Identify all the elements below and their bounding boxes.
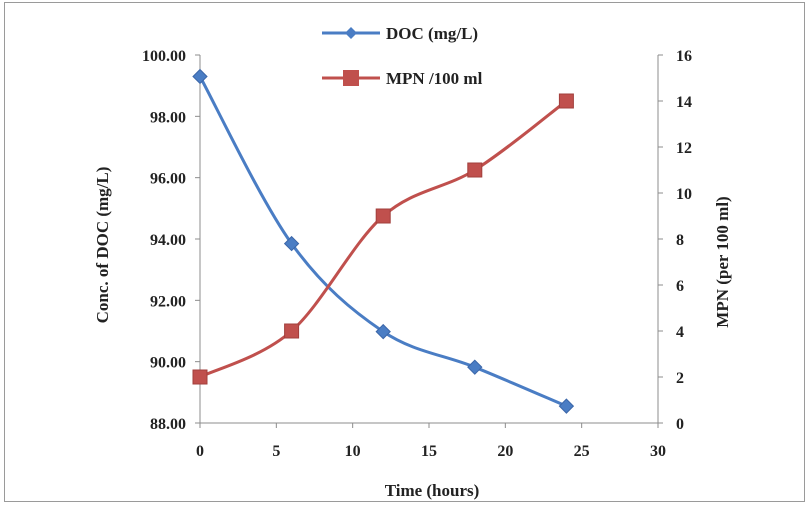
x-tick-label: 0 — [196, 443, 204, 460]
x-tick-label: 25 — [574, 443, 590, 460]
y2-tick-label: 8 — [676, 232, 684, 249]
x-tick-label: 30 — [650, 443, 666, 460]
y2-tick-label: 0 — [676, 416, 684, 433]
data-point-mpn — [375, 208, 391, 224]
y2-tick-label: 10 — [676, 186, 692, 203]
x-axis-title: Time (hours) — [385, 481, 480, 500]
data-point-doc — [283, 235, 300, 252]
legend-marker-mpn — [343, 70, 359, 86]
y2-tick-label: 2 — [676, 370, 684, 387]
data-point-doc — [467, 359, 483, 375]
x-tick-label: 5 — [272, 443, 280, 460]
legend-marker-doc — [345, 27, 357, 39]
data-point-doc — [375, 323, 391, 340]
y2-tick-label: 14 — [676, 94, 692, 111]
y2-tick-label: 12 — [676, 140, 692, 157]
chart-frame — [4, 2, 805, 502]
y-tick-label: 100.00 — [142, 48, 186, 65]
y2-tick-label: 16 — [676, 48, 692, 65]
y-tick-label: 90.00 — [150, 355, 186, 372]
y-tick-label: 92.00 — [150, 293, 186, 310]
y2-axis-title: MPN (per 100 ml) — [713, 196, 732, 327]
x-tick-label: 20 — [497, 443, 513, 460]
data-point-mpn — [284, 323, 300, 339]
axes: 0 5 10 15 20 25 3088.0090.0092.0094.0096.0098.… — [142, 48, 692, 460]
series-line-doc — [198, 75, 567, 408]
y-tick-label: 94.00 — [150, 232, 186, 249]
data-point-doc — [192, 68, 208, 85]
y2-tick-label: 6 — [676, 278, 684, 295]
data-point-mpn — [192, 369, 208, 385]
y-axis-title: Conc. of DOC (mg/L) — [93, 167, 112, 324]
y-tick-label: 96.00 — [150, 171, 186, 188]
x-tick-label: 10 — [345, 443, 361, 460]
y-tick-label: 98.00 — [150, 109, 186, 126]
series-layer — [192, 68, 575, 414]
data-point-mpn — [558, 93, 574, 109]
legend: DOC (mg/L) MPN /100 ml — [322, 24, 483, 88]
legend-label-mpn: MPN /100 ml — [386, 69, 483, 88]
data-point-doc — [558, 398, 575, 414]
data-point-mpn — [467, 162, 483, 178]
y2-tick-label: 4 — [676, 324, 684, 341]
legend-label-doc: DOC (mg/L) — [386, 24, 478, 43]
y-tick-label: 88.00 — [150, 416, 186, 433]
x-tick-label: 15 — [421, 443, 437, 460]
